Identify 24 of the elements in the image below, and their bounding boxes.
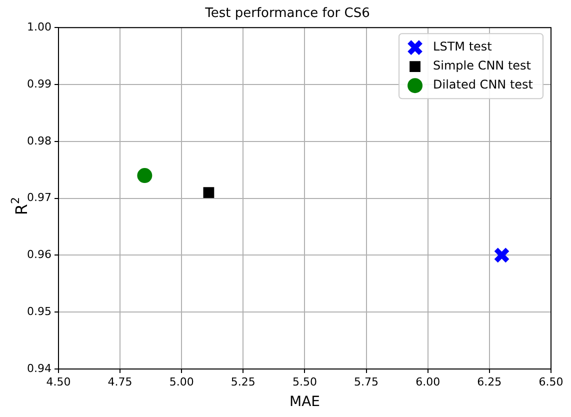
y-tick-label: 0.99: [26, 77, 52, 90]
chart-title: Test performance for CS6: [204, 6, 370, 22]
x-tick-label: 5.00: [169, 375, 194, 388]
x-tick-label: 5.75: [354, 375, 379, 388]
x-tick-label: 5.50: [292, 375, 317, 388]
point: [494, 247, 510, 264]
y-tick-label: 0.94: [26, 362, 52, 375]
x-tick-label: 6.00: [416, 375, 440, 388]
point: [203, 187, 214, 198]
y-tick-label: 0.97: [26, 191, 52, 204]
x-axis-title: MAE: [289, 394, 320, 410]
x-tick-label: 4.75: [108, 375, 132, 388]
point: [137, 168, 152, 184]
legend-label: Dilated CNN test: [433, 78, 534, 92]
x-tick-label: 6.25: [477, 375, 502, 388]
x-tick-label: 6.50: [538, 375, 564, 388]
x-tick-label: 4.50: [46, 375, 71, 388]
legend-label: LSTM test: [433, 40, 492, 54]
y-tick-label: 0.96: [26, 248, 52, 262]
y-tick-label: 0.95: [26, 304, 52, 318]
y-tick-label: 1.00: [26, 20, 52, 34]
legend-label: Simple CNN test: [433, 58, 532, 73]
y-tick-label: 0.98: [26, 134, 52, 148]
x-tick-label: 5.25: [230, 375, 256, 388]
